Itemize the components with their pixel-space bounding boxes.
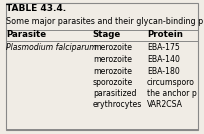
Text: merozoite: merozoite bbox=[93, 66, 132, 76]
Text: Parasite: Parasite bbox=[6, 30, 46, 39]
Text: merozoite: merozoite bbox=[93, 43, 132, 52]
Text: TABLE 43.4.: TABLE 43.4. bbox=[6, 4, 66, 13]
Text: the anchor p
VAR2CSA: the anchor p VAR2CSA bbox=[147, 90, 197, 109]
Text: parasitized
erythrocytes: parasitized erythrocytes bbox=[93, 90, 142, 109]
Text: EBA-175: EBA-175 bbox=[147, 43, 180, 52]
Text: merozoite: merozoite bbox=[93, 55, 132, 64]
Text: Stage: Stage bbox=[93, 30, 121, 39]
Text: Some major parasites and their glycan-binding proteins: Some major parasites and their glycan-bi… bbox=[6, 17, 204, 26]
Text: circumsporo: circumsporo bbox=[147, 78, 195, 87]
Text: EBA-140: EBA-140 bbox=[147, 55, 180, 64]
Text: EBA-180: EBA-180 bbox=[147, 66, 180, 76]
Text: sporozoite: sporozoite bbox=[93, 78, 133, 87]
Text: Plasmodium falciparum: Plasmodium falciparum bbox=[6, 43, 97, 52]
Text: Protein: Protein bbox=[147, 30, 183, 39]
